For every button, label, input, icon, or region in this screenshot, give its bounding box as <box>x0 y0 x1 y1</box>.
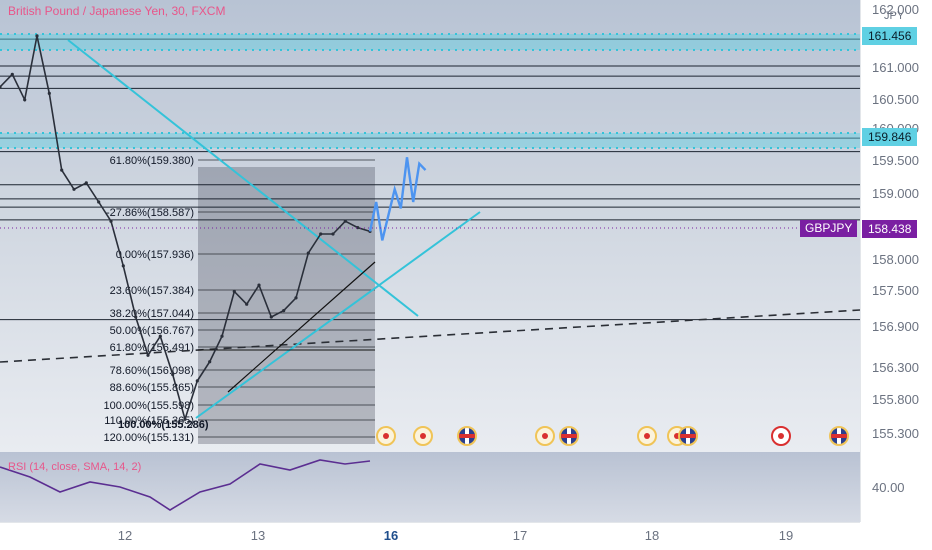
price-chart-svg[interactable]: 61.80%(159.380) -27.86%(158.587) 0.00%(157… <box>0 0 860 452</box>
axis-corner <box>860 522 932 550</box>
price-point <box>257 283 261 287</box>
fib-level-label: 0.00%(157.936) <box>116 249 194 261</box>
price-point <box>232 289 236 294</box>
price-point <box>121 264 125 268</box>
fib-level-label: 120.00%(155.131) <box>103 432 194 444</box>
price-axis-label: 155.800 <box>872 392 919 407</box>
price-axis-label: 159.000 <box>872 186 919 201</box>
time-axis-label: 13 <box>250 528 266 543</box>
price-point <box>343 219 347 223</box>
rsi-line <box>0 459 371 511</box>
price-axis-label: 157.500 <box>872 283 919 298</box>
price-point <box>109 219 113 223</box>
triangle-line <box>227 261 376 393</box>
price-point <box>158 334 162 338</box>
economic-event-marker[interactable] <box>535 426 555 446</box>
fib-level-label: 88.60%(155.865) <box>110 382 194 394</box>
time-axis[interactable] <box>0 522 860 550</box>
price-point <box>171 372 175 377</box>
dashed-trendline <box>0 309 860 363</box>
price-point <box>245 302 249 306</box>
fib-level-label: 61.80%(159.380) <box>110 155 194 167</box>
price-point <box>72 187 76 191</box>
price-axis-label: 156.300 <box>872 360 919 375</box>
price-point <box>23 98 27 102</box>
price-tag-level-mid: 159.846 <box>862 128 918 146</box>
price-axis-label: 159.500 <box>872 153 919 168</box>
time-axis-label: 17 <box>512 528 528 543</box>
fib-level-label: -27.86%(158.587) <box>106 207 194 219</box>
price-point <box>146 353 150 357</box>
economic-event-marker[interactable] <box>637 426 657 446</box>
fib-level-label: 38.20%(157.044) <box>110 308 194 320</box>
price-point <box>269 315 273 319</box>
rsi-indicator-label[interactable]: RSI (14, close, SMA, 14, 2) <box>8 461 142 473</box>
price-point <box>195 379 199 383</box>
uk-event-marker[interactable] <box>559 426 579 446</box>
price-plot-area[interactable]: 61.80%(159.380) -27.86%(158.587) 0.00%(157… <box>0 0 860 452</box>
uk-event-marker[interactable] <box>678 426 698 446</box>
fib-zone <box>198 167 375 444</box>
fib-level-label: 110.00%(155.365) <box>104 415 194 427</box>
cyan-uptrend-line <box>195 211 481 419</box>
price-point <box>10 72 14 76</box>
time-axis-label: 16 <box>383 528 399 543</box>
price-point <box>0 85 2 89</box>
price-tag-level-high: 161.456 <box>862 27 918 45</box>
price-point <box>97 200 101 204</box>
fib-level-label: 100.00%(155.598) <box>103 400 194 412</box>
cyan-downtrend-line <box>67 39 419 317</box>
fib-overlap-label: 100.00%(155.286) <box>118 419 209 431</box>
price-point <box>35 34 39 38</box>
price-point <box>134 315 138 319</box>
price-axis[interactable] <box>860 0 932 522</box>
uk-event-marker[interactable] <box>829 426 849 446</box>
price-axis-label: 155.300 <box>872 426 919 441</box>
price-point <box>60 168 64 172</box>
price-point <box>331 232 335 236</box>
highlight-zone <box>0 34 860 50</box>
price-point <box>306 251 310 255</box>
time-axis-label: 18 <box>644 528 660 543</box>
price-axis-label: 160.500 <box>872 92 919 107</box>
chart-title: British Pound / Japanese Yen, 30, FXCM <box>8 4 226 18</box>
time-axis-label: 19 <box>778 528 794 543</box>
uk-event-marker[interactable] <box>457 426 477 446</box>
rsi-chart-svg[interactable] <box>0 452 860 522</box>
price-axis-label: 156.900 <box>872 319 919 334</box>
projection-series-line <box>368 157 427 241</box>
price-tag-current: 158.438 <box>862 220 918 238</box>
price-point <box>294 296 298 300</box>
price-point <box>319 232 323 236</box>
price-axis-label: 161.000 <box>872 60 919 75</box>
fib-level-label: 50.00%(156.767) <box>110 325 194 337</box>
rsi-axis-label: 40.00 <box>872 480 905 495</box>
price-axis-label: 162.000 <box>872 2 919 17</box>
price-point <box>183 417 187 421</box>
economic-event-marker[interactable] <box>376 426 396 446</box>
rsi-pane[interactable] <box>0 452 860 522</box>
price-point <box>220 334 224 338</box>
economic-event-marker[interactable] <box>771 426 791 446</box>
price-axis-label: 158.000 <box>872 252 919 267</box>
highlight-zone <box>0 133 860 148</box>
price-point <box>84 181 88 185</box>
price-point <box>282 309 286 313</box>
fib-level-label: 78.60%(156.098) <box>110 365 194 377</box>
axis-currency-label: JPY <box>884 10 905 22</box>
price-point <box>208 360 212 364</box>
fib-level-label: 23.60%(157.384) <box>110 285 194 297</box>
time-axis-label: 12 <box>117 528 133 543</box>
symbol-badge: GBPJPY <box>800 220 858 237</box>
economic-event-marker[interactable] <box>413 426 433 446</box>
price-point <box>47 91 51 95</box>
